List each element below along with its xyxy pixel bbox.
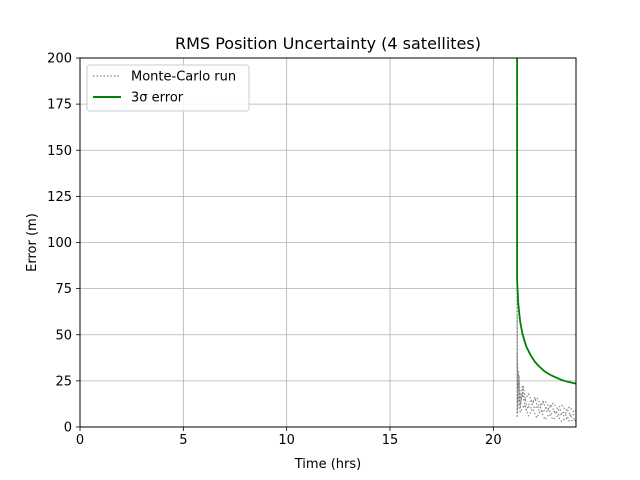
y-tick-label-75: 75 xyxy=(55,282,72,297)
legend-label-monte-carlo: Monte-Carlo run xyxy=(131,70,236,85)
legend-label-3sigma: 3σ error xyxy=(131,91,184,106)
y-tick-label-50: 50 xyxy=(55,328,72,343)
y-tick-label-125: 125 xyxy=(47,190,72,205)
y-tick-label-150: 150 xyxy=(47,144,72,159)
x-tick-label-0: 0 xyxy=(76,433,84,448)
y-tick-label-200: 200 xyxy=(47,52,72,67)
legend-box xyxy=(86,64,250,112)
x-tick-label-20: 20 xyxy=(485,433,502,448)
x-axis-label: Time (hrs) xyxy=(294,457,361,472)
series-line-monte-carlo-3 xyxy=(516,279,577,423)
series-layer xyxy=(516,58,577,423)
y-tick-label-0: 0 xyxy=(64,421,72,436)
chart-title: RMS Position Uncertainty (4 satellites) xyxy=(175,34,481,53)
series-line-3sigma xyxy=(516,58,577,385)
legend: Monte-Carlo run 3σ error xyxy=(86,64,250,112)
y-tick-label-25: 25 xyxy=(55,374,72,389)
series-line-monte-carlo-1 xyxy=(516,316,577,419)
x-tick-label-5: 5 xyxy=(179,433,187,448)
x-tick-label-10: 10 xyxy=(278,433,295,448)
y-tick-label-100: 100 xyxy=(47,236,72,251)
y-tick-label-175: 175 xyxy=(47,98,72,113)
x-tick-label-15: 15 xyxy=(382,433,399,448)
y-axis-label: Error (m) xyxy=(25,213,40,272)
